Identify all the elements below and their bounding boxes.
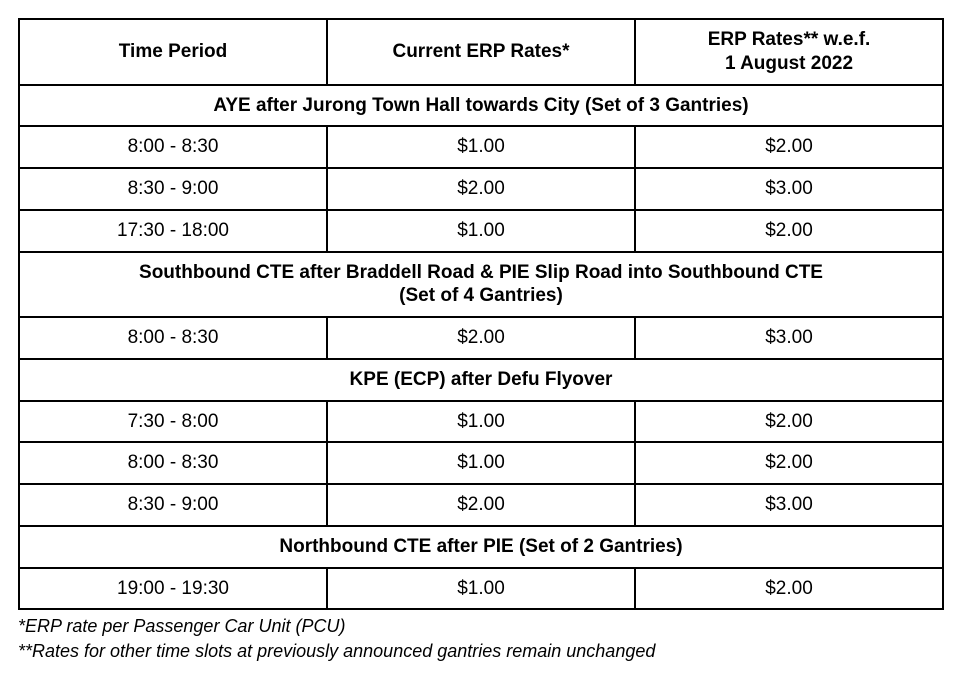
cell-time-period: 19:00 - 19:30 (19, 568, 327, 610)
cell-current-rate: $2.00 (327, 168, 635, 210)
cell-current-rate: $1.00 (327, 401, 635, 443)
cell-new-rate: $3.00 (635, 168, 943, 210)
table-row: 8:00 - 8:30 $1.00 $2.00 (19, 126, 943, 168)
cell-new-rate: $3.00 (635, 317, 943, 359)
cell-current-rate: $1.00 (327, 210, 635, 252)
cell-current-rate: $2.00 (327, 484, 635, 526)
table-row: 8:00 - 8:30 $1.00 $2.00 (19, 442, 943, 484)
table-row: 8:30 - 9:00 $2.00 $3.00 (19, 168, 943, 210)
cell-time-period: 17:30 - 18:00 (19, 210, 327, 252)
table-row: 19:00 - 19:30 $1.00 $2.00 (19, 568, 943, 610)
section-header-row: KPE (ECP) after Defu Flyover (19, 359, 943, 401)
col-header-current-rate: Current ERP Rates* (327, 19, 635, 85)
section-title: Northbound CTE after PIE (Set of 2 Gantr… (19, 526, 943, 568)
cell-current-rate: $1.00 (327, 442, 635, 484)
cell-current-rate: $1.00 (327, 568, 635, 610)
cell-time-period: 8:30 - 9:00 (19, 484, 327, 526)
cell-new-rate: $2.00 (635, 126, 943, 168)
table-header-row: Time Period Current ERP Rates* ERP Rates… (19, 19, 943, 85)
section-title: KPE (ECP) after Defu Flyover (19, 359, 943, 401)
footnote-line-2: **Rates for other time slots at previous… (18, 639, 942, 663)
cell-current-rate: $2.00 (327, 317, 635, 359)
footnote-line-1: *ERP rate per Passenger Car Unit (PCU) (18, 614, 942, 638)
col-header-time-period: Time Period (19, 19, 327, 85)
section-header-row: Northbound CTE after PIE (Set of 2 Gantr… (19, 526, 943, 568)
footnotes: *ERP rate per Passenger Car Unit (PCU) *… (18, 614, 942, 663)
cell-current-rate: $1.00 (327, 126, 635, 168)
cell-new-rate: $2.00 (635, 210, 943, 252)
cell-time-period: 8:00 - 8:30 (19, 442, 327, 484)
cell-new-rate: $2.00 (635, 568, 943, 610)
section-header-row: AYE after Jurong Town Hall towards City … (19, 85, 943, 127)
cell-time-period: 8:00 - 8:30 (19, 126, 327, 168)
section-title: Southbound CTE after Braddell Road & PIE… (19, 252, 943, 318)
cell-time-period: 8:30 - 9:00 (19, 168, 327, 210)
cell-new-rate: $2.00 (635, 442, 943, 484)
table-row: 17:30 - 18:00 $1.00 $2.00 (19, 210, 943, 252)
cell-time-period: 8:00 - 8:30 (19, 317, 327, 359)
cell-new-rate: $3.00 (635, 484, 943, 526)
table-row: 8:00 - 8:30 $2.00 $3.00 (19, 317, 943, 359)
col-header-new-rate: ERP Rates** w.e.f.1 August 2022 (635, 19, 943, 85)
section-header-row: Southbound CTE after Braddell Road & PIE… (19, 252, 943, 318)
erp-rates-table: Time Period Current ERP Rates* ERP Rates… (18, 18, 944, 610)
section-title: AYE after Jurong Town Hall towards City … (19, 85, 943, 127)
cell-new-rate: $2.00 (635, 401, 943, 443)
table-row: 8:30 - 9:00 $2.00 $3.00 (19, 484, 943, 526)
table-row: 7:30 - 8:00 $1.00 $2.00 (19, 401, 943, 443)
cell-time-period: 7:30 - 8:00 (19, 401, 327, 443)
